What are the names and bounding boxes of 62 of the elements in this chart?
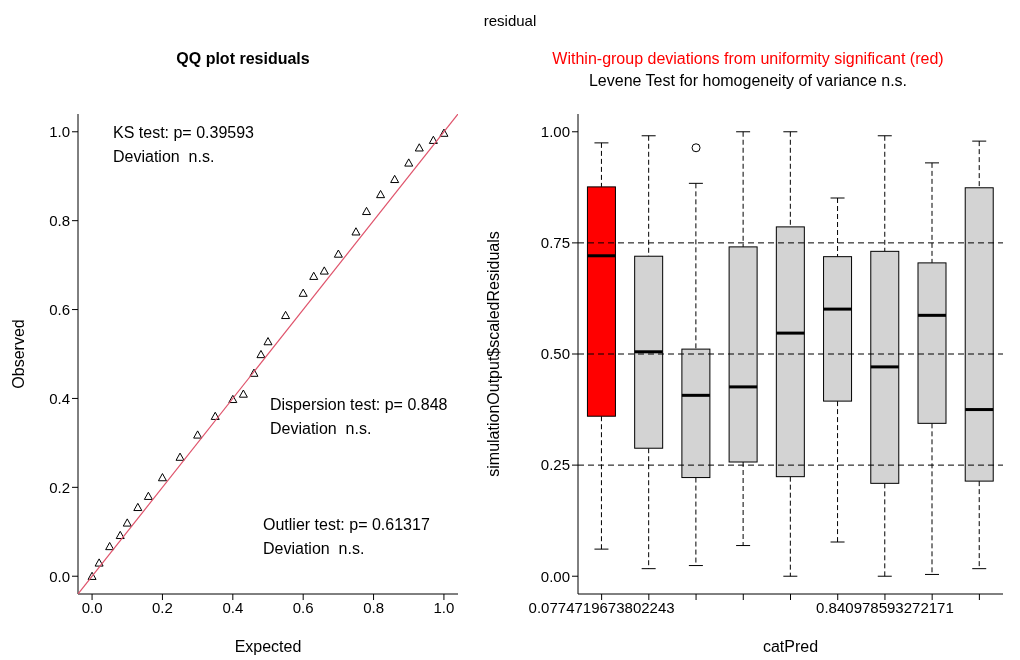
text: residual [482,12,538,29]
point [175,452,185,461]
y-tick-label: 0.75 [540,234,570,252]
point [105,541,115,551]
point [210,411,220,420]
point [281,310,291,320]
x-axis-title: catPred [762,638,819,655]
annotation: Outlier test: p= 0.61317 [263,516,430,534]
point [238,389,248,398]
x-tick-label: 0.8 [363,598,384,616]
x-tick-label: 0.0 [81,598,103,616]
point [362,206,372,216]
point [428,135,438,144]
annotation: KS test: p= 0.39593 [113,124,254,142]
point [228,394,238,404]
x-tick-label: 0.4 [222,598,244,616]
x-tick-label: 1.0 [433,598,455,616]
chart-subtitle: Levene Test for homogeneity of variance n.s. [587,71,909,91]
annotation: Deviation n.s. [270,420,372,438]
annotation: Deviation n.s. [113,148,215,166]
y-tick-label: 0.6 [49,300,70,318]
point [333,249,343,258]
point [157,473,167,482]
x-tick-label: 0.0774719673802243 [528,598,675,616]
point [249,368,259,377]
x-tick-label: 0.6 [292,598,314,616]
y-tick-label: 1.00 [540,123,570,141]
annotation: Deviation n.s. [263,540,365,558]
x-axis-title: Expected [234,638,302,655]
point [351,227,361,236]
point [376,189,386,199]
point [115,530,125,540]
point [263,337,273,346]
x-tick-label: 0.2 [152,598,173,616]
point [193,430,203,439]
point [309,271,319,280]
y-axis-title: Observed [9,319,27,389]
y-tick-label: 0.25 [540,456,570,474]
y-axis-title: simulationOutput$scaledResiduals [484,231,502,477]
point [143,491,153,500]
point [439,128,449,137]
y-tick-label: 0.8 [49,211,70,229]
point [298,288,308,297]
point [390,174,400,184]
chart-title: Within-group deviations from uniformity significant (red) [551,49,945,69]
point [319,266,329,275]
point [94,558,104,567]
y-tick-label: 1.0 [49,123,70,141]
annotation: Dispersion test: p= 0.848 [270,396,448,414]
point [122,518,132,527]
point [414,143,424,152]
y-tick-label: 0.00 [540,567,570,585]
point [256,349,266,359]
point [133,502,143,512]
chart-title: QQ plot residuals [175,49,311,69]
y-tick-label: 0.0 [49,567,70,585]
x-tick-label: 0.840978593272171 [816,598,954,616]
y-tick-label: 0.4 [49,389,70,407]
point [87,571,97,580]
point [404,158,414,167]
y-tick-label: 0.50 [540,345,570,363]
y-tick-label: 0.2 [49,478,70,496]
